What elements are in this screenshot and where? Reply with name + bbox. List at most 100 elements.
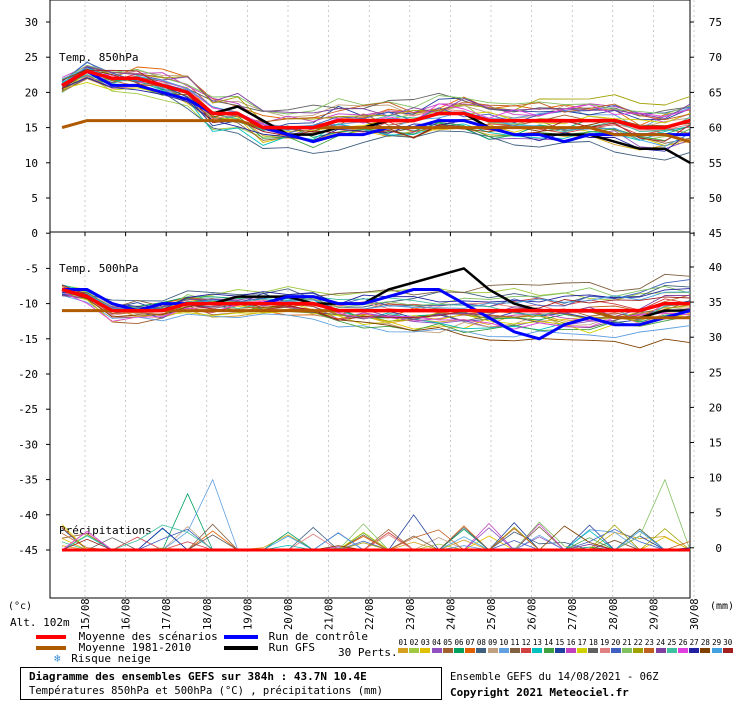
x-tick-label: 19/08 — [242, 598, 254, 630]
chart-title: Diagramme des ensembles GEFS sur 384h : … — [29, 670, 367, 683]
y2-tick-label: 20 — [709, 401, 722, 414]
pert-color — [622, 648, 632, 653]
y2-tick-label: 15 — [709, 437, 722, 450]
y-tick-label: 20 — [25, 86, 38, 99]
pert-swatch: 17 — [577, 638, 588, 653]
altitude-label: Alt. 102m — [10, 616, 70, 629]
y-tick-label: 25 — [25, 51, 38, 64]
y2-tick-label: 70 — [709, 51, 722, 64]
pert-number: 02 — [409, 638, 419, 647]
pert-color — [532, 648, 543, 653]
pert-number: 09 — [488, 638, 498, 647]
pert-color — [487, 648, 498, 653]
pert-number: 21 — [622, 638, 632, 647]
legend-item-control: Run de contrôle — [224, 630, 368, 643]
pert-number: 12 — [521, 638, 531, 647]
pert-color — [554, 648, 565, 653]
pert-color — [465, 648, 476, 653]
pert-swatch: 08 — [476, 638, 487, 653]
x-tick-label: 20/08 — [283, 598, 295, 630]
x-tick-label: 25/08 — [486, 598, 498, 630]
pert-swatch: 20 — [610, 638, 621, 653]
y2-tick-label: 30 — [709, 331, 722, 344]
pert-number: 30 — [723, 638, 733, 647]
member-line-850 — [61, 72, 691, 117]
panel-label-t850: Temp. 850hPa — [59, 51, 138, 64]
pert-color — [510, 648, 520, 653]
pert-swatch: 15 — [554, 638, 565, 653]
x-tick-label: 26/08 — [527, 598, 539, 630]
pert-color — [678, 648, 688, 653]
legend: Moyenne des scénarios Moyenne 1981-2010 … — [32, 630, 733, 666]
y-tick-label: 30 — [25, 16, 38, 29]
y-tick-label: -25 — [18, 403, 38, 416]
pert-swatch: 18 — [588, 638, 599, 653]
pert-number: 26 — [678, 638, 688, 647]
pert-swatch: 05 — [442, 638, 453, 653]
y2-tick-label: 10 — [709, 472, 722, 485]
x-tick-label: 24/08 — [445, 598, 457, 630]
pert-color — [420, 648, 431, 653]
x-tick-label: 23/08 — [405, 598, 417, 630]
pert-swatch: 03 — [420, 638, 431, 653]
x-tick-label: 15/08 — [80, 598, 92, 630]
y2-tick-label: 5 — [715, 507, 722, 520]
legend-label-snow: Risque neige — [71, 652, 151, 665]
pert-number: 14 — [544, 638, 554, 647]
pert-number: 20 — [611, 638, 621, 647]
chart-subtitle: Températures 850hPa et 500hPa (°C) , pré… — [29, 685, 384, 697]
pert-swatch: 02 — [409, 638, 420, 653]
x-tick-label: 18/08 — [202, 598, 214, 630]
y2-tick-label: 60 — [709, 122, 722, 135]
pert-swatch: 26 — [678, 638, 688, 653]
member-line-500 — [61, 290, 691, 334]
pert-color — [442, 648, 453, 653]
member-line-500 — [61, 294, 691, 321]
pert-swatch: 12 — [521, 638, 532, 653]
pert-swatch: 25 — [666, 638, 677, 653]
pert-color — [689, 648, 700, 653]
y2-tick-label: 50 — [709, 192, 722, 205]
pert-swatch: 09 — [487, 638, 498, 653]
pert-color — [599, 648, 610, 653]
pert-color — [521, 648, 532, 653]
frame-t500-precip — [49, 231, 691, 599]
pert-swatch: 21 — [622, 638, 632, 653]
series-line-850 — [61, 69, 691, 130]
pert-swatch: 14 — [543, 638, 554, 653]
y2-tick-label: 75 — [709, 16, 722, 29]
y-tick-label: 15 — [25, 122, 38, 135]
member-line-500 — [61, 294, 691, 339]
y-tick-label: -20 — [18, 368, 38, 381]
series-line-850 — [61, 119, 691, 144]
pert-number: 10 — [499, 638, 509, 647]
member-line-500 — [61, 291, 691, 334]
pert-color — [633, 648, 644, 653]
legend-label-gfs: Run GFS — [268, 641, 315, 654]
pert-number: 03 — [420, 638, 430, 647]
pert-swatch: 29 — [711, 638, 722, 653]
pert-color — [655, 648, 666, 653]
pert-number: 19 — [600, 638, 610, 647]
pert-color — [610, 648, 621, 653]
pert-color — [498, 648, 509, 653]
pert-swatch: 04 — [431, 638, 442, 653]
pert-swatch: 23 — [644, 638, 655, 653]
pert-swatch: 13 — [532, 638, 543, 653]
panel-label-t500: Temp. 500hPa — [59, 262, 138, 275]
pert-swatch: 22 — [633, 638, 644, 653]
pert-swatch: 30 — [722, 638, 733, 653]
x-tick-label: 17/08 — [161, 598, 173, 630]
pert-color — [409, 648, 420, 653]
pert-number: 27 — [689, 638, 699, 647]
pert-color — [711, 648, 722, 653]
legend-item-snow: ❄ Risque neige — [54, 652, 151, 665]
pert-number: 13 — [532, 638, 542, 647]
pert-swatch: 01 — [398, 638, 408, 653]
y2-tick-label: 0 — [715, 542, 722, 555]
y-tick-label: -15 — [18, 333, 38, 346]
series-line-850 — [61, 69, 690, 144]
pert-number: 06 — [454, 638, 464, 647]
pert-swatch: 06 — [454, 638, 464, 653]
pert-number: 18 — [588, 638, 598, 647]
